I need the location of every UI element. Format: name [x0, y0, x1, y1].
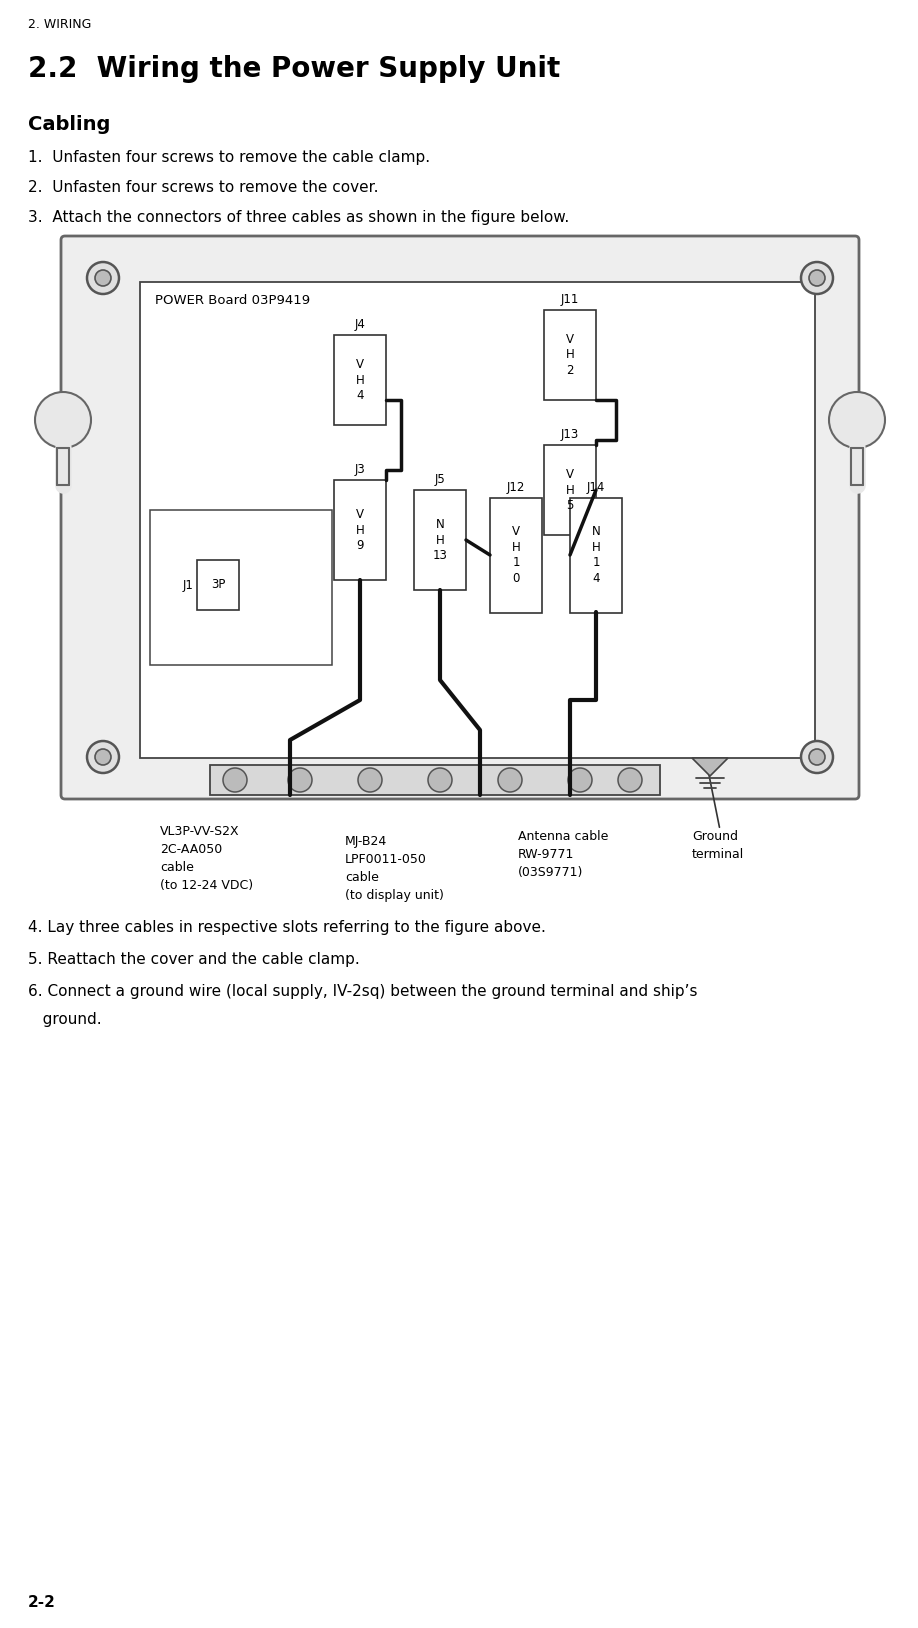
Circle shape [223, 768, 247, 791]
Text: ground.: ground. [28, 1013, 102, 1027]
Circle shape [809, 270, 825, 287]
Text: N
H
1
4: N H 1 4 [591, 526, 600, 584]
Text: 3P: 3P [211, 578, 225, 591]
Circle shape [801, 741, 833, 773]
Text: N
H
13: N H 13 [432, 518, 447, 562]
Circle shape [87, 741, 119, 773]
Text: V
H
9: V H 9 [355, 508, 364, 552]
Text: 2. WIRING: 2. WIRING [28, 18, 92, 31]
Text: 2.2  Wiring the Power Supply Unit: 2.2 Wiring the Power Supply Unit [28, 55, 560, 83]
Text: J13: J13 [561, 428, 579, 441]
Text: VL3P-VV-S2X
2C-AA050
cable
(to 12-24 VDC): VL3P-VV-S2X 2C-AA050 cable (to 12-24 VDC… [160, 825, 253, 892]
Text: J5: J5 [434, 474, 445, 487]
Bar [544, 444, 596, 536]
Circle shape [809, 749, 825, 765]
Circle shape [87, 262, 119, 295]
Text: J11: J11 [561, 293, 579, 306]
Circle shape [801, 262, 833, 295]
Bar [210, 765, 660, 794]
Text: MJ-B24
LPF0011-050
cable
(to display unit): MJ-B24 LPF0011-050 cable (to display uni… [345, 835, 444, 902]
Circle shape [498, 768, 522, 791]
Circle shape [618, 768, 642, 791]
Text: V
H
4: V H 4 [355, 358, 364, 402]
Text: J14: J14 [587, 480, 605, 493]
Polygon shape [692, 759, 728, 777]
Bar [544, 309, 596, 400]
Bar [334, 335, 386, 425]
Circle shape [568, 768, 592, 791]
Circle shape [35, 392, 91, 448]
Text: J4: J4 [354, 317, 365, 330]
Text: POWER Board 03P9419: POWER Board 03P9419 [155, 295, 310, 308]
Circle shape [288, 768, 312, 791]
Text: 2-2: 2-2 [28, 1595, 56, 1610]
Bar [140, 282, 815, 759]
Text: J12: J12 [507, 480, 525, 493]
Circle shape [829, 392, 885, 448]
Text: Antenna cable
RW-9771
(03S9771): Antenna cable RW-9771 (03S9771) [518, 830, 609, 879]
Bar [197, 560, 239, 610]
Text: V
H
1
0: V H 1 0 [511, 526, 521, 584]
Text: V
H
5: V H 5 [565, 467, 575, 511]
Bar [334, 480, 386, 580]
Bar [570, 498, 622, 614]
Text: Ground
terminal: Ground terminal [692, 830, 744, 861]
Circle shape [358, 768, 382, 791]
Text: 4. Lay three cables in respective slots referring to the figure above.: 4. Lay three cables in respective slots … [28, 920, 546, 934]
Text: 2.  Unfasten four screws to remove the cover.: 2. Unfasten four screws to remove the co… [28, 181, 378, 195]
Text: 1.  Unfasten four screws to remove the cable clamp.: 1. Unfasten four screws to remove the ca… [28, 150, 431, 164]
Text: J3: J3 [354, 462, 365, 475]
Circle shape [95, 270, 111, 287]
Text: Cabling: Cabling [28, 116, 110, 133]
Text: J1: J1 [182, 578, 193, 591]
Text: 6. Connect a ground wire (local supply, IV-2sq) between the ground terminal and : 6. Connect a ground wire (local supply, … [28, 983, 698, 1000]
FancyBboxPatch shape [61, 236, 859, 799]
Bar [414, 490, 466, 589]
Circle shape [95, 749, 111, 765]
Text: V
H
2: V H 2 [565, 334, 575, 378]
Bar [490, 498, 542, 614]
Text: 3.  Attach the connectors of three cables as shown in the figure below.: 3. Attach the connectors of three cables… [28, 210, 569, 225]
Bar [150, 510, 332, 664]
Text: 5. Reattach the cover and the cable clamp.: 5. Reattach the cover and the cable clam… [28, 952, 360, 967]
Circle shape [428, 768, 452, 791]
